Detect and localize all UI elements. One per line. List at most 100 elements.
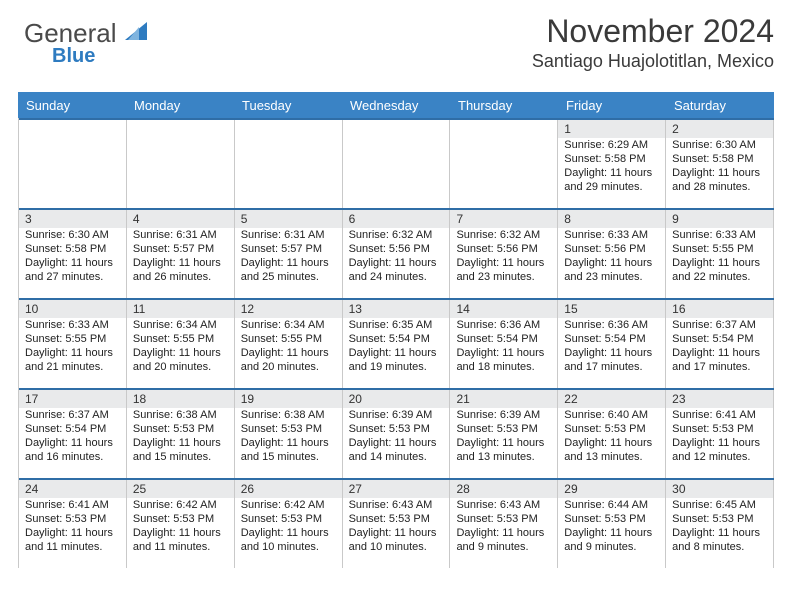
daylight-text: Daylight: 11 hours and 13 minutes. bbox=[456, 436, 551, 464]
day-body: Sunrise: 6:41 AMSunset: 5:53 PMDaylight:… bbox=[19, 498, 126, 558]
sunset-text: Sunset: 5:55 PM bbox=[133, 332, 228, 346]
sunset-text: Sunset: 5:53 PM bbox=[133, 422, 228, 436]
sunrise-text: Sunrise: 6:40 AM bbox=[564, 408, 659, 422]
sunrise-text: Sunrise: 6:32 AM bbox=[456, 228, 551, 242]
day-body: Sunrise: 6:36 AMSunset: 5:54 PMDaylight:… bbox=[558, 318, 665, 378]
day-number: 24 bbox=[19, 480, 126, 498]
sunrise-text: Sunrise: 6:39 AM bbox=[456, 408, 551, 422]
day-cell: 27Sunrise: 6:43 AMSunset: 5:53 PMDayligh… bbox=[343, 480, 451, 568]
day-body: Sunrise: 6:40 AMSunset: 5:53 PMDaylight:… bbox=[558, 408, 665, 468]
sunrise-text: Sunrise: 6:45 AM bbox=[672, 498, 767, 512]
sunrise-text: Sunrise: 6:36 AM bbox=[564, 318, 659, 332]
day-cell: 28Sunrise: 6:43 AMSunset: 5:53 PMDayligh… bbox=[450, 480, 558, 568]
day-cell: 21Sunrise: 6:39 AMSunset: 5:53 PMDayligh… bbox=[450, 390, 558, 478]
day-body: Sunrise: 6:45 AMSunset: 5:53 PMDaylight:… bbox=[666, 498, 773, 558]
sunset-text: Sunset: 5:53 PM bbox=[241, 422, 336, 436]
sunset-text: Sunset: 5:58 PM bbox=[25, 242, 120, 256]
sunrise-text: Sunrise: 6:30 AM bbox=[25, 228, 120, 242]
day-cell: 12Sunrise: 6:34 AMSunset: 5:55 PMDayligh… bbox=[235, 300, 343, 388]
sunrise-text: Sunrise: 6:37 AM bbox=[672, 318, 767, 332]
day-cell: 9Sunrise: 6:33 AMSunset: 5:55 PMDaylight… bbox=[666, 210, 774, 298]
day-body: Sunrise: 6:33 AMSunset: 5:56 PMDaylight:… bbox=[558, 228, 665, 288]
day-number: 3 bbox=[19, 210, 126, 228]
day-cell: 14Sunrise: 6:36 AMSunset: 5:54 PMDayligh… bbox=[450, 300, 558, 388]
logo-sail-icon bbox=[125, 29, 151, 46]
day-cell: 19Sunrise: 6:38 AMSunset: 5:53 PMDayligh… bbox=[235, 390, 343, 478]
day-body: Sunrise: 6:33 AMSunset: 5:55 PMDaylight:… bbox=[19, 318, 126, 378]
sunset-text: Sunset: 5:54 PM bbox=[672, 332, 767, 346]
day-cell: 29Sunrise: 6:44 AMSunset: 5:53 PMDayligh… bbox=[558, 480, 666, 568]
daylight-text: Daylight: 11 hours and 13 minutes. bbox=[564, 436, 659, 464]
day-cell bbox=[127, 120, 235, 208]
sunrise-text: Sunrise: 6:33 AM bbox=[672, 228, 767, 242]
day-number: 13 bbox=[343, 300, 450, 318]
day-of-week-header: SundayMondayTuesdayWednesdayThursdayFrid… bbox=[18, 92, 774, 118]
dow-label: Sunday bbox=[18, 92, 126, 118]
sunset-text: Sunset: 5:57 PM bbox=[241, 242, 336, 256]
brand-logo: General Blue bbox=[24, 20, 151, 68]
sunset-text: Sunset: 5:53 PM bbox=[672, 422, 767, 436]
day-cell: 25Sunrise: 6:42 AMSunset: 5:53 PMDayligh… bbox=[127, 480, 235, 568]
day-body: Sunrise: 6:29 AMSunset: 5:58 PMDaylight:… bbox=[558, 138, 665, 198]
daylight-text: Daylight: 11 hours and 12 minutes. bbox=[672, 436, 767, 464]
day-body: Sunrise: 6:38 AMSunset: 5:53 PMDaylight:… bbox=[127, 408, 234, 468]
sunset-text: Sunset: 5:53 PM bbox=[25, 512, 120, 526]
daylight-text: Daylight: 11 hours and 29 minutes. bbox=[564, 166, 659, 194]
daylight-text: Daylight: 11 hours and 15 minutes. bbox=[133, 436, 228, 464]
day-body: Sunrise: 6:33 AMSunset: 5:55 PMDaylight:… bbox=[666, 228, 773, 288]
sunrise-text: Sunrise: 6:33 AM bbox=[25, 318, 120, 332]
sunrise-text: Sunrise: 6:29 AM bbox=[564, 138, 659, 152]
sunrise-text: Sunrise: 6:31 AM bbox=[133, 228, 228, 242]
day-body: Sunrise: 6:43 AMSunset: 5:53 PMDaylight:… bbox=[343, 498, 450, 558]
dow-label: Saturday bbox=[666, 92, 774, 118]
day-number: 29 bbox=[558, 480, 665, 498]
day-number: 4 bbox=[127, 210, 234, 228]
day-cell: 6Sunrise: 6:32 AMSunset: 5:56 PMDaylight… bbox=[343, 210, 451, 298]
day-cell: 16Sunrise: 6:37 AMSunset: 5:54 PMDayligh… bbox=[666, 300, 774, 388]
day-body: Sunrise: 6:39 AMSunset: 5:53 PMDaylight:… bbox=[450, 408, 557, 468]
daylight-text: Daylight: 11 hours and 23 minutes. bbox=[564, 256, 659, 284]
daylight-text: Daylight: 11 hours and 8 minutes. bbox=[672, 526, 767, 554]
day-body: Sunrise: 6:44 AMSunset: 5:53 PMDaylight:… bbox=[558, 498, 665, 558]
sunrise-text: Sunrise: 6:36 AM bbox=[456, 318, 551, 332]
daylight-text: Daylight: 11 hours and 21 minutes. bbox=[25, 346, 120, 374]
sunset-text: Sunset: 5:54 PM bbox=[456, 332, 551, 346]
sunset-text: Sunset: 5:53 PM bbox=[564, 422, 659, 436]
day-body: Sunrise: 6:30 AMSunset: 5:58 PMDaylight:… bbox=[666, 138, 773, 198]
dow-label: Thursday bbox=[450, 92, 558, 118]
day-cell bbox=[19, 120, 127, 208]
sunrise-text: Sunrise: 6:43 AM bbox=[349, 498, 444, 512]
sunset-text: Sunset: 5:54 PM bbox=[25, 422, 120, 436]
day-number: 28 bbox=[450, 480, 557, 498]
day-number: 6 bbox=[343, 210, 450, 228]
day-number: 5 bbox=[235, 210, 342, 228]
day-body: Sunrise: 6:43 AMSunset: 5:53 PMDaylight:… bbox=[450, 498, 557, 558]
day-number: 26 bbox=[235, 480, 342, 498]
sunrise-text: Sunrise: 6:42 AM bbox=[133, 498, 228, 512]
sunrise-text: Sunrise: 6:39 AM bbox=[349, 408, 444, 422]
dow-label: Monday bbox=[126, 92, 234, 118]
sunrise-text: Sunrise: 6:35 AM bbox=[349, 318, 444, 332]
sunrise-text: Sunrise: 6:41 AM bbox=[672, 408, 767, 422]
day-number: 7 bbox=[450, 210, 557, 228]
day-number: 10 bbox=[19, 300, 126, 318]
day-cell: 10Sunrise: 6:33 AMSunset: 5:55 PMDayligh… bbox=[19, 300, 127, 388]
day-number: 21 bbox=[450, 390, 557, 408]
sunset-text: Sunset: 5:54 PM bbox=[349, 332, 444, 346]
day-cell: 18Sunrise: 6:38 AMSunset: 5:53 PMDayligh… bbox=[127, 390, 235, 478]
day-number: 16 bbox=[666, 300, 773, 318]
daylight-text: Daylight: 11 hours and 17 minutes. bbox=[672, 346, 767, 374]
sunset-text: Sunset: 5:53 PM bbox=[133, 512, 228, 526]
day-cell: 1Sunrise: 6:29 AMSunset: 5:58 PMDaylight… bbox=[558, 120, 666, 208]
daylight-text: Daylight: 11 hours and 10 minutes. bbox=[349, 526, 444, 554]
sunset-text: Sunset: 5:53 PM bbox=[349, 422, 444, 436]
day-body: Sunrise: 6:38 AMSunset: 5:53 PMDaylight:… bbox=[235, 408, 342, 468]
day-body: Sunrise: 6:42 AMSunset: 5:53 PMDaylight:… bbox=[235, 498, 342, 558]
day-cell: 5Sunrise: 6:31 AMSunset: 5:57 PMDaylight… bbox=[235, 210, 343, 298]
day-body: Sunrise: 6:32 AMSunset: 5:56 PMDaylight:… bbox=[343, 228, 450, 288]
daylight-text: Daylight: 11 hours and 24 minutes. bbox=[349, 256, 444, 284]
sunrise-text: Sunrise: 6:34 AM bbox=[241, 318, 336, 332]
daylight-text: Daylight: 11 hours and 14 minutes. bbox=[349, 436, 444, 464]
day-body: Sunrise: 6:34 AMSunset: 5:55 PMDaylight:… bbox=[235, 318, 342, 378]
week-row: 1Sunrise: 6:29 AMSunset: 5:58 PMDaylight… bbox=[19, 120, 774, 208]
